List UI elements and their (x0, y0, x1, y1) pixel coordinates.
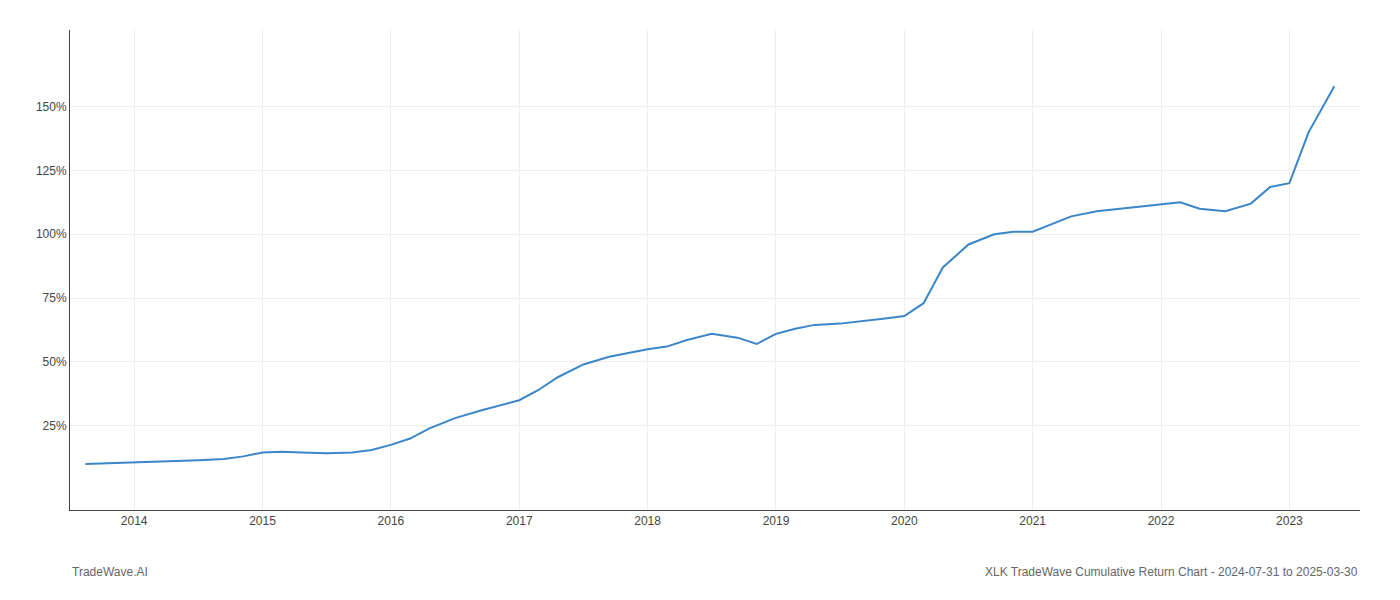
svg-text:2014: 2014 (121, 514, 148, 528)
svg-text:2019: 2019 (763, 514, 790, 528)
svg-text:2023: 2023 (1276, 514, 1303, 528)
svg-text:TradeWave.AI: TradeWave.AI (72, 565, 148, 579)
svg-text:2018: 2018 (634, 514, 661, 528)
svg-text:2022: 2022 (1148, 514, 1175, 528)
svg-text:2016: 2016 (378, 514, 405, 528)
svg-text:100%: 100% (36, 227, 67, 241)
svg-text:25%: 25% (43, 419, 67, 433)
svg-text:125%: 125% (36, 164, 67, 178)
svg-text:150%: 150% (36, 100, 67, 114)
svg-text:2020: 2020 (891, 514, 918, 528)
svg-text:50%: 50% (43, 355, 67, 369)
svg-text:2021: 2021 (1019, 514, 1046, 528)
svg-text:2015: 2015 (249, 514, 276, 528)
svg-text:75%: 75% (43, 291, 67, 305)
svg-text:XLK TradeWave Cumulative Retur: XLK TradeWave Cumulative Return Chart - … (985, 565, 1358, 579)
svg-text:2017: 2017 (506, 514, 533, 528)
